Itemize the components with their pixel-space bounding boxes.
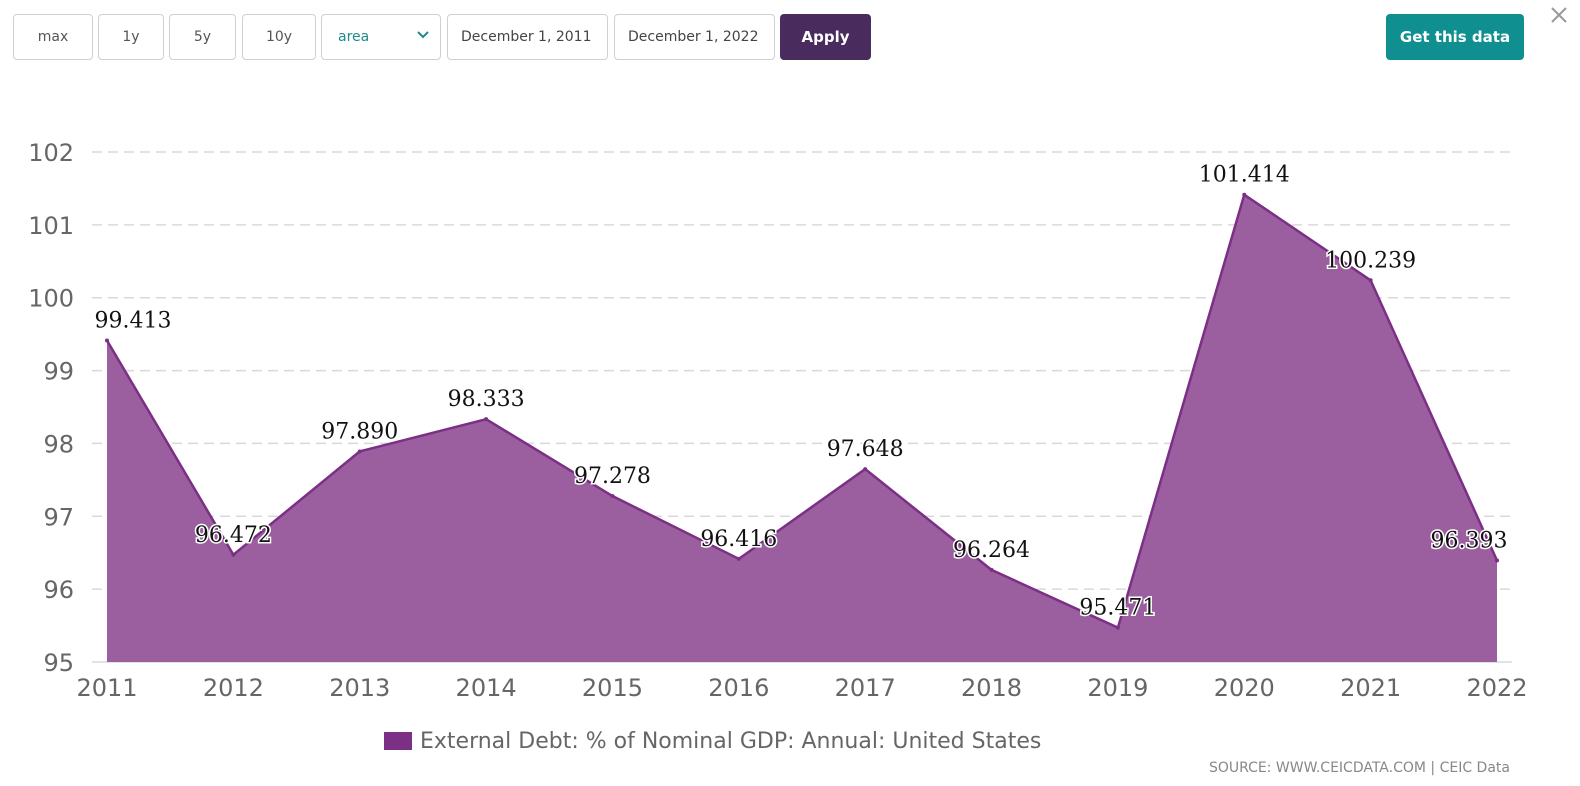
y-tick-label: 96 xyxy=(43,576,74,604)
data-label: 97.890 xyxy=(321,419,398,444)
data-point[interactable] xyxy=(1495,558,1499,563)
data-label: 99.413 xyxy=(95,308,172,333)
y-tick-label: 101 xyxy=(28,212,74,240)
chart-legend[interactable]: External Debt: % of Nominal GDP: Annual:… xyxy=(384,726,1041,756)
range-max-button[interactable]: max xyxy=(13,14,93,60)
area-chart: 95 96 97 98 99 100 101 102 2011 2012 2013 2014 2015… xyxy=(28,139,1527,702)
data-point[interactable] xyxy=(863,467,868,472)
toolbar: max 1y 5y 10y area December 1, 2011 Dece… xyxy=(0,0,1580,70)
data-label: 96.264 xyxy=(953,538,1030,563)
x-tick-label: 2021 xyxy=(1340,674,1401,702)
x-tick-label: 2017 xyxy=(835,674,896,702)
chart-area-series[interactable] xyxy=(105,192,1499,663)
data-label: 97.278 xyxy=(574,464,651,489)
x-tick-label: 2022 xyxy=(1466,674,1527,702)
chart-type-value: area xyxy=(338,29,370,45)
data-label: 96.416 xyxy=(700,527,777,552)
get-this-data-button[interactable]: Get this data xyxy=(1386,14,1524,60)
x-tick-label: 2019 xyxy=(1087,674,1148,702)
legend-series-name: External Debt: % of Nominal GDP: Annual:… xyxy=(420,728,1042,754)
y-tick-label: 95 xyxy=(43,649,74,677)
x-tick-label: 2011 xyxy=(76,674,137,702)
data-point[interactable] xyxy=(736,556,741,561)
data-label: 97.648 xyxy=(827,437,904,462)
y-tick-label: 102 xyxy=(28,139,74,167)
x-tick-label: 2012 xyxy=(203,674,264,702)
end-date-input[interactable]: December 1, 2022 xyxy=(614,14,775,60)
data-point[interactable] xyxy=(989,567,994,572)
range-5y-button[interactable]: 5y xyxy=(169,14,236,60)
data-point[interactable] xyxy=(610,494,615,499)
data-label: 96.393 xyxy=(1431,529,1508,554)
data-point[interactable] xyxy=(231,552,236,557)
range-1y-button[interactable]: 1y xyxy=(98,14,164,60)
x-tick-label: 2014 xyxy=(456,674,517,702)
x-axis-ticks: 2011 2012 2013 2014 2015 2016 2017 2018 2019 2020… xyxy=(76,674,1527,702)
x-tick-label: 2018 xyxy=(961,674,1022,702)
x-tick-label: 2016 xyxy=(708,674,769,702)
y-tick-label: 98 xyxy=(43,430,74,458)
data-label: 98.333 xyxy=(448,387,525,412)
data-label: 101.414 xyxy=(1199,163,1290,188)
chart-type-select[interactable]: area xyxy=(321,14,441,60)
chevron-down-icon xyxy=(417,31,429,39)
data-label: 95.471 xyxy=(1079,596,1156,621)
x-tick-label: 2020 xyxy=(1214,674,1275,702)
y-tick-label: 99 xyxy=(43,358,74,386)
series-line xyxy=(105,192,1499,630)
data-point[interactable] xyxy=(1368,278,1373,283)
data-point[interactable] xyxy=(484,417,489,422)
data-point[interactable] xyxy=(1115,625,1120,630)
legend-swatch xyxy=(384,732,412,750)
data-label: 100.239 xyxy=(1325,248,1416,273)
start-date-input[interactable]: December 1, 2011 xyxy=(447,14,608,60)
data-label: 96.472 xyxy=(195,523,272,548)
close-icon[interactable] xyxy=(1548,4,1570,26)
source-credit: SOURCE: WWW.CEICDATA.COM | CEIC Data xyxy=(1208,760,1510,776)
data-point[interactable] xyxy=(105,338,109,343)
range-10y-button[interactable]: 10y xyxy=(242,14,316,60)
y-tick-label: 97 xyxy=(43,503,74,531)
area-fill xyxy=(107,194,1497,663)
y-tick-label: 100 xyxy=(28,285,74,313)
x-tick-label: 2013 xyxy=(329,674,390,702)
apply-button[interactable]: Apply xyxy=(780,14,871,60)
data-point[interactable] xyxy=(1242,192,1247,197)
data-point[interactable] xyxy=(357,449,362,454)
x-tick-label: 2015 xyxy=(582,674,643,702)
y-axis-ticks: 95 96 97 98 99 100 101 102 xyxy=(28,139,74,677)
data-labels: 99.413 96.472 97.890 98.333 97.278 96.416 97.6… xyxy=(93,161,1509,622)
